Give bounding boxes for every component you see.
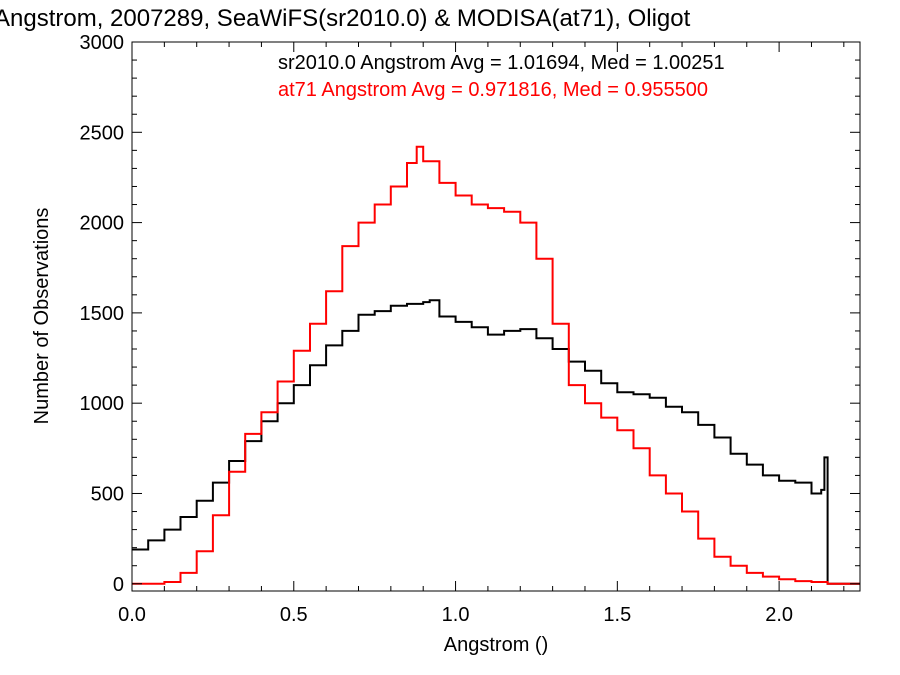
x-tick-label: 0.0 xyxy=(118,604,146,626)
x-tick-label: 2.0 xyxy=(765,604,793,626)
y-tick-label: 1500 xyxy=(80,303,125,325)
series-line-1 xyxy=(132,145,860,585)
plot-frame xyxy=(131,41,861,592)
series-layer xyxy=(132,145,860,585)
y-tick-label: 1000 xyxy=(80,393,125,415)
y-tick-label: 500 xyxy=(91,483,124,505)
axes-layer: 0.0 0.5 1.0 1.5 2.0 0 500 1000 1500 2000 2500 3000 xyxy=(80,32,860,626)
y-tick-label: 3000 xyxy=(80,32,125,54)
x-tick-label: 1.0 xyxy=(442,604,470,626)
annotation-red: at71 Angstrom Avg = 0.971816, Med = 0.95… xyxy=(278,79,708,101)
y-tick-label: 2000 xyxy=(80,213,125,235)
x-axis-label: Angstrom () xyxy=(444,634,548,656)
y-axis-label: Number of Observations xyxy=(31,208,53,425)
y-tick-label: 2500 xyxy=(80,122,125,144)
x-tick-label: 0.5 xyxy=(280,604,308,626)
x-tick-label: 1.5 xyxy=(603,604,631,626)
annotation-black: sr2010.0 Angstrom Avg = 1.01694, Med = 1… xyxy=(278,52,725,74)
series-line-0 xyxy=(132,299,860,585)
y-tick-label: 0 xyxy=(113,574,124,596)
chart-title: Angstrom, 2007289, SeaWiFS(sr2010.0) & M… xyxy=(0,5,691,32)
